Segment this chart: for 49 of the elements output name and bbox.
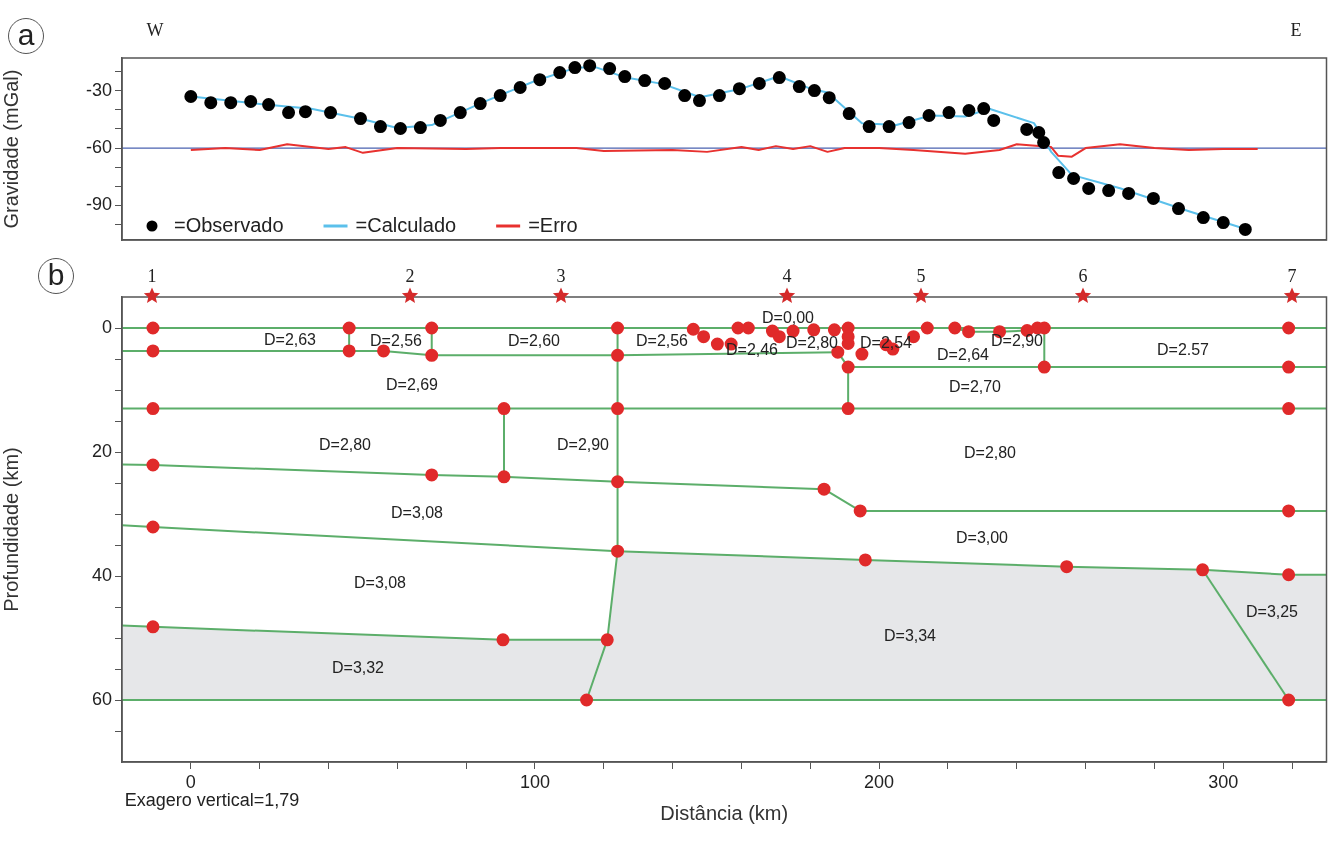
x-axis-title: Distância (km) (660, 801, 789, 824)
y-tick-label: 40 (91, 564, 112, 585)
y-axis-title: Profundidade (km) (0, 447, 22, 612)
annotation: D=3,25 (1245, 603, 1299, 621)
annotation: D=2,63 (263, 331, 317, 349)
text: Exagero vertical=1,79 (124, 789, 300, 811)
annotation: D=2,60 (507, 332, 561, 350)
y-tick-label: -30 (85, 79, 112, 100)
x-tick-label: 0 (185, 771, 196, 792)
annotation: D=3,08 (353, 574, 407, 592)
text: 3 (556, 265, 566, 287)
x-tick-label: 100 (519, 771, 550, 792)
annotation: D=3,08 (390, 504, 444, 522)
annotation: D=2.57 (1156, 341, 1210, 359)
annotation: D=2,64 (936, 346, 990, 364)
text: W (146, 19, 164, 41)
annotation: D=2,90 (990, 332, 1044, 350)
annotation: D=2,80 (785, 334, 839, 352)
text: 7 (1287, 265, 1297, 287)
y-tick-label: 20 (91, 440, 112, 461)
annotation: D=2,90 (556, 436, 610, 454)
annotation: D=2,70 (948, 378, 1002, 396)
x-tick-label: 200 (864, 771, 895, 792)
y-axis-title: Gravidade (mGal) (0, 69, 22, 229)
chart-title: a (8, 18, 44, 54)
text: 4 (782, 265, 792, 287)
annotation: D=3,32 (331, 659, 385, 677)
annotation: D=2,56 (369, 332, 423, 350)
annotation: D=3,00 (955, 529, 1009, 547)
annotation: D=3,34 (883, 627, 937, 645)
text: 5 (916, 265, 926, 287)
annotation: D=2,56 (635, 332, 689, 350)
annotation: D=0,00 (761, 309, 815, 327)
legend-label: =Calculado (355, 213, 457, 236)
y-tick-label: 0 (101, 316, 112, 337)
x-tick-label: 300 (1208, 771, 1239, 792)
text: 2 (405, 265, 415, 287)
text: E (1290, 19, 1302, 41)
text: 1 (147, 265, 157, 287)
legend-label: =Observado (174, 213, 284, 236)
chart-title: b (38, 258, 74, 294)
annotation: D=2,69 (385, 376, 439, 394)
legend-label: =Erro (528, 213, 578, 236)
y-tick-label: -90 (85, 194, 112, 215)
annotation: D=2,80 (963, 444, 1017, 462)
y-tick-label: 60 (91, 688, 112, 709)
annotation: D=2,80 (318, 436, 372, 454)
y-tick-label: -60 (85, 137, 112, 158)
text: 6 (1078, 265, 1088, 287)
